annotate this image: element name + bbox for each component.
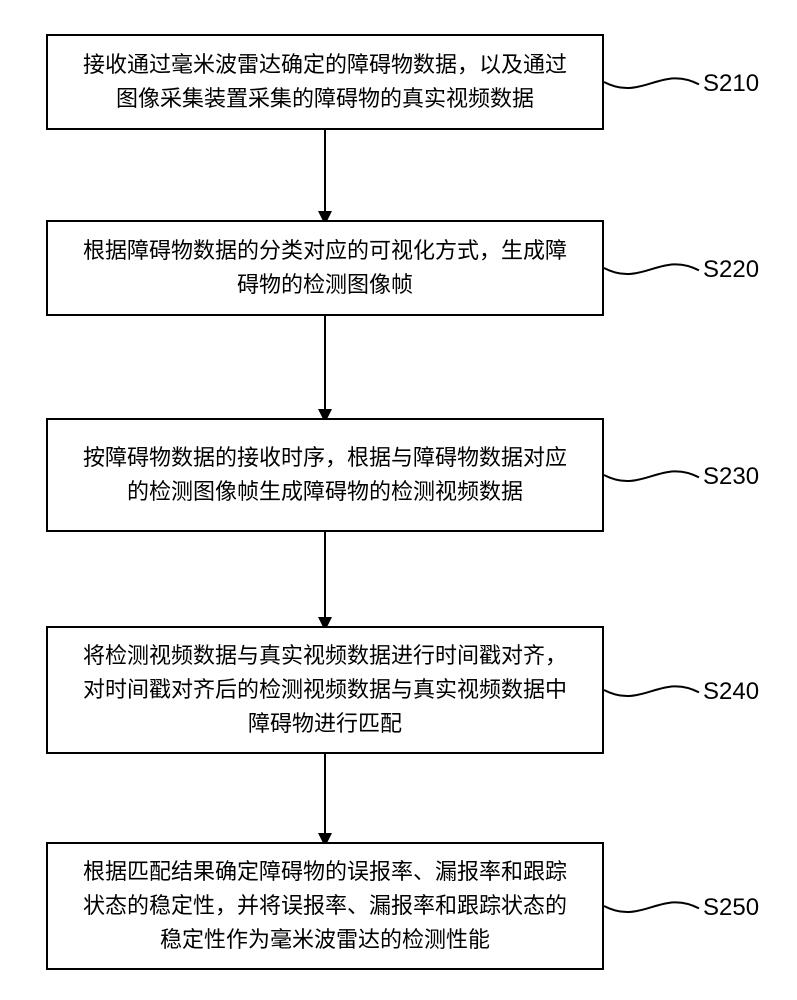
step-label-s220: S220 (703, 256, 759, 284)
step-label-s230: S230 (703, 463, 759, 491)
step-label-s210: S210 (703, 70, 759, 98)
step-text: 根据障碍物数据的分类对应的可视化方式，生成障碍物的检测图像帧 (76, 234, 574, 302)
step-text: 将检测视频数据与真实视频数据进行时间戳对齐，对时间戳对齐后的检测视频数据与真实视… (76, 639, 574, 741)
step-text: 按障碍物数据的接收时序，根据与障碍物数据对应的检测图像帧生成障碍物的检测视频数据 (76, 441, 574, 509)
step-box-s220: 根据障碍物数据的分类对应的可视化方式，生成障碍物的检测图像帧 (46, 220, 604, 316)
step-label-s250: S250 (703, 894, 759, 922)
step-box-s240: 将检测视频数据与真实视频数据进行时间戳对齐，对时间戳对齐后的检测视频数据与真实视… (46, 626, 604, 754)
step-text: 根据匹配结果确定障碍物的误报率、漏报率和跟踪状态的稳定性，并将误报率、漏报率和跟… (76, 855, 574, 957)
step-box-s250: 根据匹配结果确定障碍物的误报率、漏报率和跟踪状态的稳定性，并将误报率、漏报率和跟… (46, 842, 604, 970)
step-label-s240: S240 (703, 678, 759, 706)
step-text: 接收通过毫米波雷达确定的障碍物数据，以及通过图像采集装置采集的障碍物的真实视频数… (76, 48, 574, 116)
step-box-s230: 按障碍物数据的接收时序，根据与障碍物数据对应的检测图像帧生成障碍物的检测视频数据 (46, 418, 604, 532)
step-box-s210: 接收通过毫米波雷达确定的障碍物数据，以及通过图像采集装置采集的障碍物的真实视频数… (46, 34, 604, 130)
flowchart-page: 接收通过毫米波雷达确定的障碍物数据，以及通过图像采集装置采集的障碍物的真实视频数… (0, 0, 797, 1000)
